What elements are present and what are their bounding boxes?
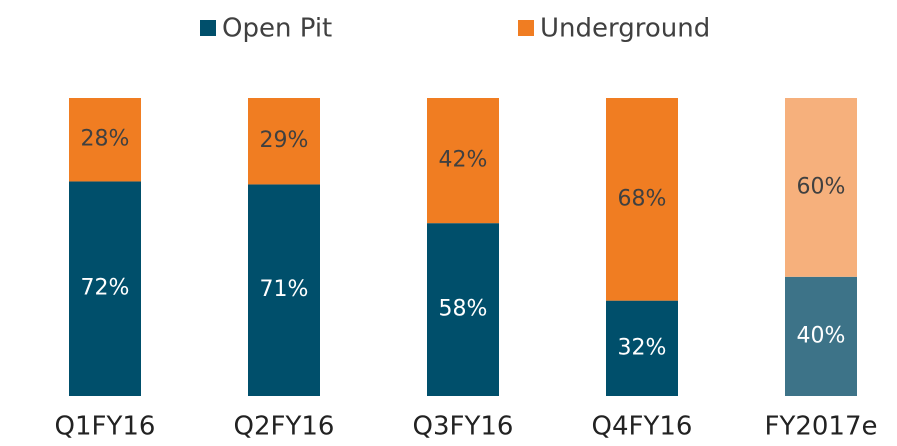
data-label: 72%	[81, 276, 130, 301]
bar-segment	[69, 181, 141, 396]
x-tick-label: Q1FY16	[55, 412, 156, 442]
legend-swatch	[200, 20, 216, 36]
x-tick-label: FY2017e	[764, 412, 877, 442]
data-label: 58%	[439, 297, 488, 322]
bar-segment	[785, 276, 857, 396]
data-label: 28%	[81, 127, 130, 152]
bar-segment	[427, 223, 499, 396]
bar-segment	[69, 98, 141, 182]
legend-label: Underground	[540, 14, 710, 44]
x-tick-label: Q4FY16	[592, 412, 693, 442]
bar-segment	[785, 98, 857, 277]
bar-segment	[606, 300, 678, 396]
x-tick-label: Q2FY16	[234, 412, 335, 442]
data-label: 71%	[260, 277, 309, 302]
data-label: 29%	[260, 128, 309, 153]
bar-segment	[248, 184, 320, 396]
bar-segment	[248, 98, 320, 185]
legend-label: Open Pit	[222, 14, 332, 44]
data-label: 32%	[618, 335, 667, 360]
x-tick-label: Q3FY16	[413, 412, 514, 442]
legend-swatch	[518, 20, 534, 36]
data-label: 42%	[439, 148, 488, 173]
bar-segment	[606, 98, 678, 301]
data-label: 68%	[618, 186, 667, 211]
data-label: 40%	[797, 323, 846, 348]
bar-segment	[427, 98, 499, 224]
data-label: 60%	[797, 174, 846, 199]
